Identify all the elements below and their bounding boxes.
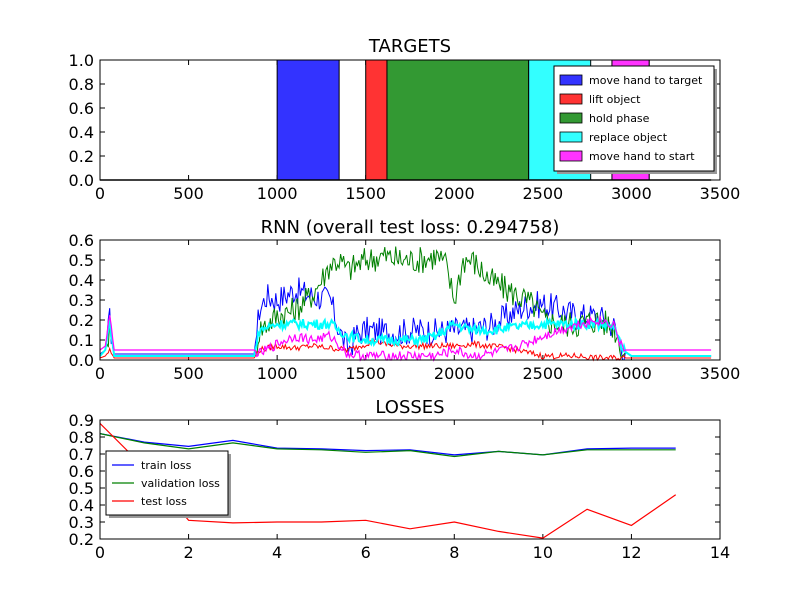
loss-line [100,433,676,458]
y-tick-label: 0.3 [69,513,94,532]
x-tick-label: 0 [95,364,105,383]
loss-line [100,422,677,539]
legend-label: replace object [589,131,668,144]
x-tick-label: 1500 [345,364,386,383]
target-bar [276,59,340,181]
x-tick-label: 6 [361,543,371,562]
legend-label: validation loss [141,477,220,490]
y-tick-label: 0.9 [69,411,94,430]
x-tick-label: 3000 [611,364,652,383]
x-tick-label: 2500 [522,184,563,203]
x-tick-label: 1000 [257,364,298,383]
target-bar [365,59,388,181]
x-tick-label: 0 [95,184,105,203]
y-tick-label: 0.4 [69,496,94,515]
y-tick-label: 0.5 [69,479,94,498]
loss-line [100,433,676,456]
x-tick-label: 14 [710,543,730,562]
plot-frame [99,239,721,361]
legend-swatch [559,112,583,124]
legend-label: move hand to start [589,150,695,163]
x-tick-label: 0 [95,543,105,562]
x-tick-label: 3500 [700,364,741,383]
legend-label: hold phase [589,112,650,125]
losses-chart: LOSSES 0 2 4 6 8 10 12 14 0.20.30.40.50.60.70.80… [69,397,731,562]
x-tick-label: 2000 [434,364,475,383]
x-tick-label: 3500 [700,184,741,203]
legend-swatch [559,150,583,162]
rnn-line [99,316,712,357]
chart-title: LOSSES [375,397,444,418]
x-tick-label: 1500 [345,184,386,203]
y-tick-label: 0.8 [69,428,94,447]
y-tick-label: 0.1 [69,331,94,350]
x-tick-label: 500 [173,364,204,383]
y-tick-label: 0.0 [69,171,94,190]
x-tick-label: 3000 [611,184,652,203]
chart-title: RNN (overall test loss: 0.294758) [261,217,560,238]
rnn-line [99,337,712,362]
x-tick-label: 2500 [522,364,563,383]
x-tick-label: 2 [183,543,193,562]
legend-swatch [559,131,583,143]
x-tick-label: 10 [533,543,553,562]
y-tick-label: 0.6 [69,231,94,250]
target-bar [386,59,530,181]
targets-chart: TARGETS 0 500 1000 1500 2000 2500 3000 3500 0.0 0… [69,36,741,203]
x-tick-label: 4 [272,543,282,562]
rnn-line [99,315,712,363]
y-tick-label: 0.4 [69,271,94,290]
y-tick-label: 0.4 [69,123,94,142]
y-tick-label: 0.6 [69,99,94,118]
rnn-chart: RNN (overall test loss: 0.294758) 0 500 10… [69,217,741,383]
legend-swatch [559,93,583,105]
chart-title: TARGETS [368,36,451,57]
legend-swatch [559,74,583,86]
legend-label: move hand to target [589,74,703,87]
y-tick-label: 0.3 [69,291,94,310]
y-tick-label: 0.8 [69,75,94,94]
x-tick-label: 2000 [434,184,475,203]
legend-label: lift object [589,93,641,106]
y-tick-label: 0.5 [69,251,94,270]
y-tick-label: 0.2 [69,147,94,166]
x-tick-label: 12 [621,543,641,562]
x-tick-label: 500 [173,184,204,203]
y-tick-label: 0.0 [69,351,94,370]
y-tick-label: 1.0 [69,51,94,70]
legend-label: test loss [141,495,187,508]
y-tick-label: 0.2 [69,311,94,330]
y-tick-label: 0.6 [69,462,94,481]
plot-frame [99,59,721,181]
plot-frame [99,419,721,540]
x-tick-label: 8 [449,543,459,562]
x-tick-label: 1000 [257,184,298,203]
y-tick-label: 0.2 [69,530,94,549]
legend-label: train loss [141,459,192,472]
y-tick-label: 0.7 [69,445,94,464]
